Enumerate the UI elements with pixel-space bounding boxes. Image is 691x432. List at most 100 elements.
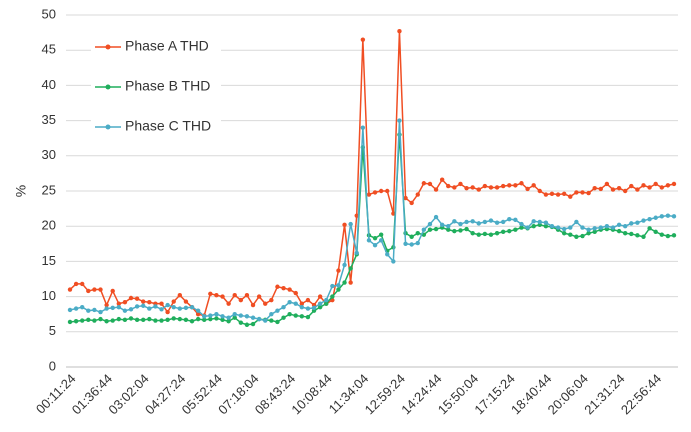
data-point xyxy=(507,228,512,234)
data-point xyxy=(427,221,433,227)
data-point xyxy=(574,234,579,239)
data-point xyxy=(92,307,97,313)
data-point xyxy=(177,292,183,298)
data-point xyxy=(232,315,237,320)
data-point xyxy=(531,219,536,224)
data-point xyxy=(500,183,506,189)
data-point xyxy=(561,231,567,236)
data-point xyxy=(385,252,390,257)
data-point xyxy=(476,187,481,192)
data-point xyxy=(159,301,164,306)
data-point xyxy=(147,316,152,322)
data-point xyxy=(482,231,488,237)
data-point xyxy=(586,231,591,236)
data-point xyxy=(476,221,481,226)
data-point xyxy=(580,225,585,230)
data-point xyxy=(275,284,280,289)
data-point xyxy=(415,192,420,197)
data-point xyxy=(574,190,579,195)
data-point xyxy=(244,322,250,327)
data-point xyxy=(433,226,439,232)
y-tick-label: 40 xyxy=(42,77,56,92)
data-point xyxy=(98,287,103,292)
data-point xyxy=(104,319,109,324)
data-point xyxy=(446,183,451,189)
data-point xyxy=(421,227,427,232)
data-point xyxy=(561,191,567,197)
data-point xyxy=(403,241,408,246)
data-point xyxy=(439,222,445,227)
data-point xyxy=(342,262,347,268)
y-tick-label: 45 xyxy=(42,42,56,57)
data-point xyxy=(421,181,427,186)
data-point xyxy=(500,229,506,235)
data-point xyxy=(391,259,396,264)
data-point xyxy=(195,316,201,322)
y-tick-label: 20 xyxy=(42,218,56,233)
legend-label: Phase C THD xyxy=(125,118,211,134)
data-point xyxy=(189,304,195,310)
data-point xyxy=(269,297,274,303)
data-point xyxy=(147,300,152,305)
data-point xyxy=(86,288,91,294)
data-point xyxy=(324,297,329,303)
data-point xyxy=(494,185,500,190)
data-point xyxy=(470,185,475,190)
data-point xyxy=(177,316,183,322)
data-point xyxy=(458,228,463,233)
data-point xyxy=(116,301,122,306)
data-point xyxy=(263,301,268,306)
data-point xyxy=(336,268,341,273)
data-point xyxy=(122,300,128,305)
data-point xyxy=(110,318,115,323)
data-point xyxy=(287,300,292,305)
data-point xyxy=(458,181,463,187)
data-point xyxy=(238,297,244,303)
data-point xyxy=(128,307,134,312)
data-point xyxy=(220,317,225,323)
data-point xyxy=(232,292,237,298)
data-point xyxy=(653,181,658,187)
data-point xyxy=(616,185,622,191)
data-point xyxy=(659,214,664,219)
data-point xyxy=(427,227,433,232)
data-point xyxy=(622,224,628,229)
data-point xyxy=(641,183,646,188)
data-point xyxy=(202,314,207,319)
data-point xyxy=(385,188,390,194)
data-point xyxy=(226,315,231,320)
legend-swatch-marker xyxy=(105,84,111,90)
data-point xyxy=(287,287,292,292)
data-point xyxy=(470,219,475,224)
data-point xyxy=(513,183,518,188)
data-point xyxy=(67,287,73,292)
data-point xyxy=(208,316,213,322)
data-point xyxy=(665,233,671,239)
data-point xyxy=(153,304,158,309)
data-point xyxy=(574,219,579,225)
data-point xyxy=(659,232,664,237)
data-point xyxy=(305,314,311,320)
data-point xyxy=(238,320,244,325)
data-point xyxy=(446,224,451,229)
data-point xyxy=(73,281,79,287)
data-point xyxy=(500,219,506,225)
data-point xyxy=(299,314,305,319)
data-point xyxy=(336,287,341,292)
data-point xyxy=(555,225,561,230)
data-point xyxy=(616,228,622,234)
data-point xyxy=(403,195,408,201)
series-line xyxy=(69,134,675,326)
data-point xyxy=(568,232,573,237)
data-point xyxy=(238,313,244,318)
data-point xyxy=(183,317,189,323)
legend-label: Phase A THD xyxy=(125,38,209,54)
data-point xyxy=(665,213,671,218)
y-tick-label: 30 xyxy=(42,147,56,162)
data-point xyxy=(250,315,256,320)
data-point xyxy=(537,219,542,225)
data-point xyxy=(458,221,463,227)
data-point xyxy=(610,187,616,192)
data-point xyxy=(281,285,286,291)
